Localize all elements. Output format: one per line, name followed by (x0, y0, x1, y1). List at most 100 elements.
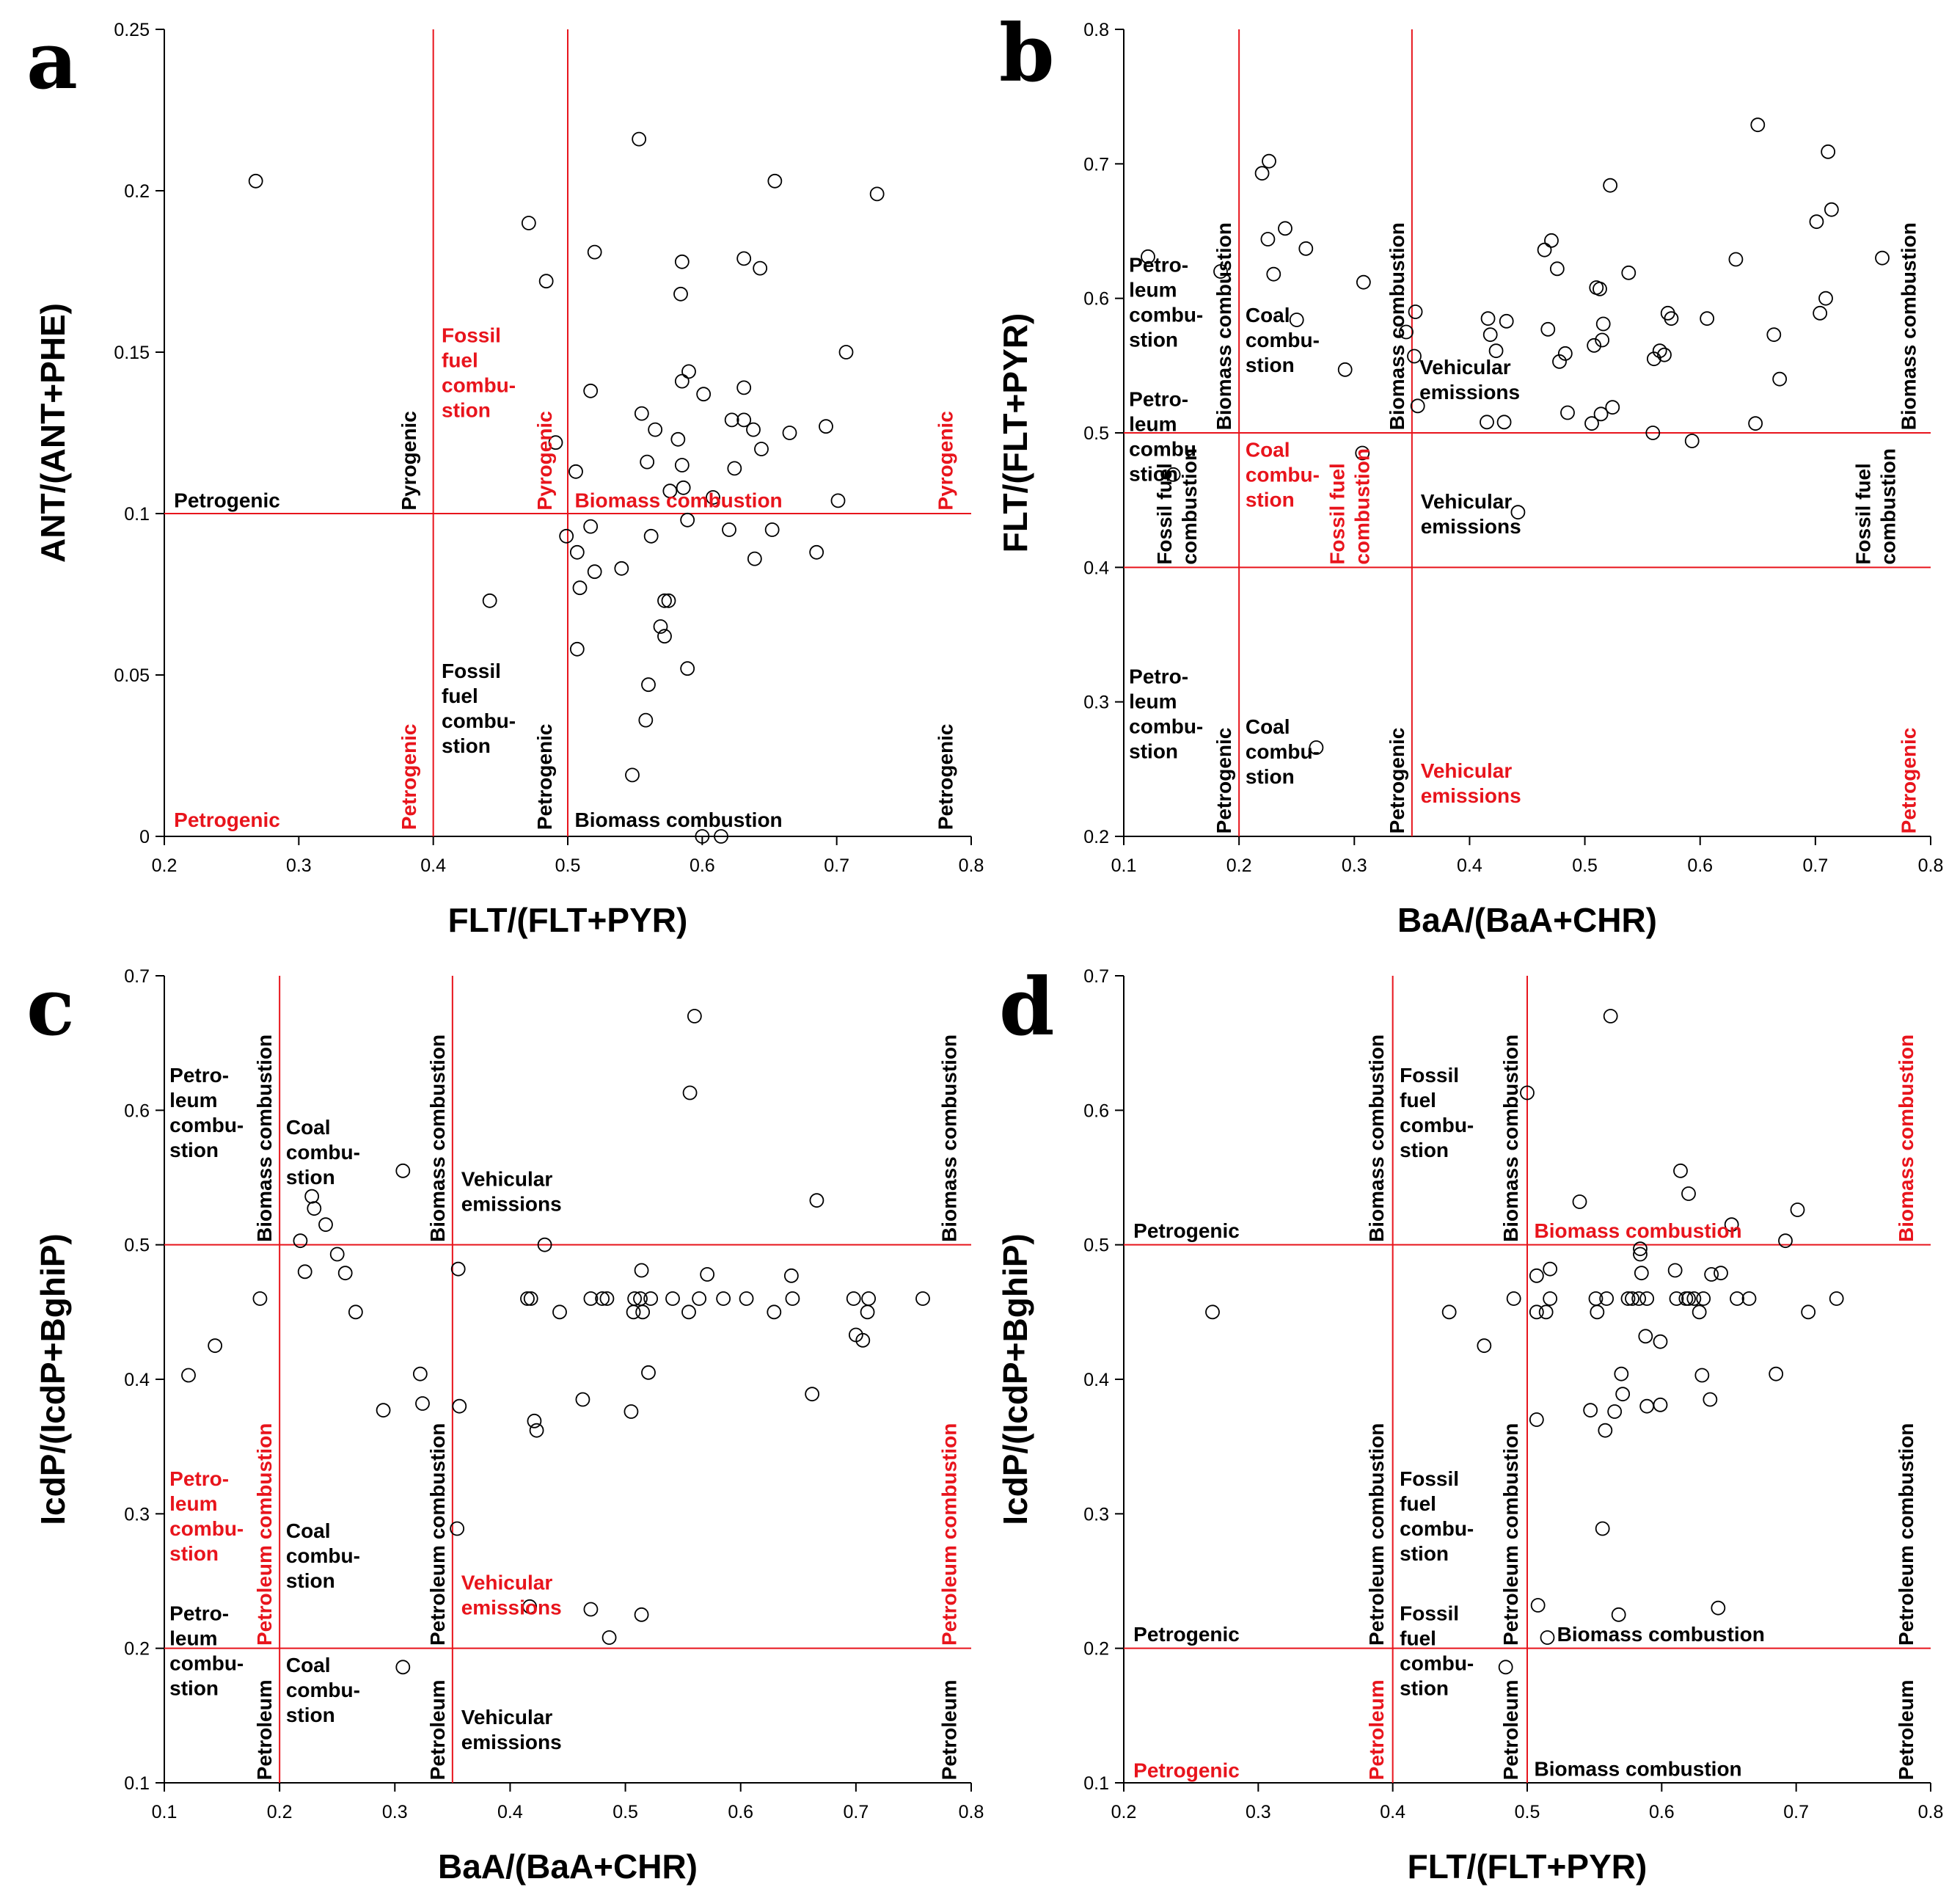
data-point (450, 1261, 466, 1277)
region-label-line: stion (1246, 765, 1295, 788)
region-label: Petrogenic (1133, 1759, 1240, 1781)
region-label: Petroleum (253, 1679, 276, 1780)
x-tick-label: 0.5 (555, 855, 581, 876)
data-point (1607, 1404, 1623, 1419)
data-point (1639, 1291, 1655, 1306)
region-label-line: Petrogenic (174, 809, 280, 831)
panel-b: b0.1 0.2 0.3 0.4 0.5 0.6 0.7 0.80.20.30.40.50.6… (996, 7, 1943, 939)
region-label: Biomass combustion (1386, 222, 1408, 430)
region-label-line: combu- (1246, 740, 1320, 763)
x-tick-label: 0.2 (267, 1802, 293, 1822)
region-label-line: Coal (1246, 715, 1290, 738)
data-point (304, 1189, 320, 1204)
region-label: Vehicular emissions (461, 1168, 562, 1216)
region-label: Petroleum combustion (426, 1423, 449, 1646)
region-label-line: Petroleum (253, 1679, 276, 1780)
data-point (692, 1291, 707, 1306)
region-label-line: fuel (442, 685, 478, 707)
region-label: Coal combu-stion (1246, 304, 1320, 376)
y-tick-label: 0.2 (124, 181, 150, 202)
data-point (819, 419, 833, 434)
data-point (1772, 371, 1788, 387)
data-point (1714, 1266, 1728, 1281)
region-label-line: Fossil fuel (1326, 463, 1349, 564)
region-label: Petro-leum combu-stion (1129, 253, 1203, 351)
region-label-line: stion (169, 1677, 219, 1700)
region-label-line: combu (1129, 438, 1196, 461)
data-point (714, 829, 728, 844)
data-point (297, 1264, 312, 1280)
data-point (830, 493, 846, 508)
region-label-line: Petrogenic (1133, 1623, 1240, 1646)
region-label-line: Fossil (442, 324, 501, 346)
region-label: Fossil fuel combustion (1326, 448, 1374, 565)
data-point (337, 1266, 353, 1281)
data-point (653, 619, 668, 634)
data-point (662, 483, 678, 499)
data-point (696, 387, 712, 402)
region-label: Petroleum combustion (1365, 1423, 1388, 1646)
region-label-line: Fossil (1400, 1064, 1459, 1087)
data-point (1703, 1392, 1718, 1407)
data-point (1595, 1521, 1610, 1536)
data-point (641, 677, 656, 693)
data-point (687, 1009, 702, 1023)
x-tick-label: 0.2 (1226, 855, 1252, 876)
data-point (1499, 313, 1514, 329)
region-label-line: leum (169, 1492, 217, 1515)
data-point (1543, 1291, 1558, 1306)
region-label-line: Biomass combustion (1386, 222, 1408, 430)
data-point (599, 1291, 615, 1306)
data-point (638, 712, 654, 728)
region-label: Fossil fuel combu-stion (442, 324, 516, 421)
data-point (753, 260, 768, 276)
x-tick-label: 0.5 (1515, 1802, 1540, 1822)
region-label-line: emissions (1419, 381, 1520, 404)
region-label: Petrogenic (1386, 728, 1408, 834)
region-label-line: emissions (1421, 784, 1521, 807)
data-point (587, 244, 602, 260)
region-label: Biomass combustion (1213, 222, 1235, 430)
data-point (1633, 1241, 1648, 1257)
region-label-line: stion (286, 1569, 335, 1592)
region-label-line: Pyrogenic (398, 411, 420, 510)
x-tick-label: 0.6 (1649, 1802, 1675, 1822)
data-point (1254, 166, 1270, 181)
x-tick-label: 0.4 (1457, 855, 1482, 876)
y-tick-label: 0.6 (1083, 1101, 1109, 1121)
data-point (1633, 1247, 1648, 1262)
x-tick-label: 0.8 (1918, 855, 1944, 876)
data-point (1530, 1598, 1546, 1613)
region-label: Coal combu-stion (1246, 439, 1320, 511)
data-point (1652, 343, 1667, 359)
region-label-line: combu- (1400, 1652, 1474, 1675)
data-point (674, 373, 690, 389)
region-label-line: Pyrogenic (533, 411, 556, 510)
data-point (1664, 311, 1679, 326)
region-label: Fossil fuel combu-stion (1400, 1467, 1474, 1565)
data-point (861, 1291, 877, 1306)
y-tick-label: 0.6 (124, 1101, 150, 1121)
region-label-line: Vehicular (461, 1572, 553, 1594)
region-label-line: Biomass combustion (253, 1034, 276, 1242)
data-point (1166, 467, 1181, 482)
data-point (527, 1413, 542, 1428)
data-point (1599, 1291, 1615, 1306)
data-point (568, 464, 583, 479)
data-point (1673, 1163, 1688, 1178)
region-label-line: Coal (286, 1654, 331, 1676)
region-label: Petroleum combustion (1499, 1423, 1522, 1646)
data-point (1778, 1233, 1793, 1249)
data-point (1213, 264, 1228, 279)
region-label-line: stion (1129, 740, 1178, 762)
y-tick-label: 0.1 (124, 504, 150, 525)
data-point (643, 528, 659, 544)
region-label: Biomass combustion (575, 809, 783, 831)
data-point (1704, 1267, 1719, 1282)
data-point (1355, 445, 1370, 461)
x-tick-label: 0.7 (824, 855, 849, 876)
region-label-line: Coal (286, 1519, 331, 1542)
region-label-line: Petrogenic (1133, 1759, 1240, 1781)
data-point (747, 551, 762, 566)
